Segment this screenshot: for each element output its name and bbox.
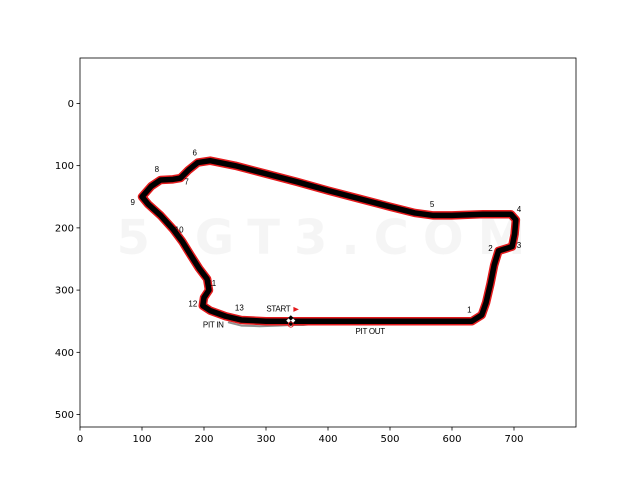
corner-label-2: 2 [488, 244, 493, 253]
start-flag-icon [293, 306, 299, 312]
corner-label-13: 13 [235, 303, 244, 312]
plot-area: 5 GT3.COM12345678910111213STARTPIT INPIT… [130, 148, 522, 336]
x-tick-label: 500 [380, 434, 399, 445]
x-tick-label: 400 [318, 434, 337, 445]
y-tick-label: 100 [55, 161, 74, 172]
pit-in-label: PIT IN [203, 321, 224, 330]
x-tick-label: 0 [77, 434, 83, 445]
corner-label-7: 7 [184, 178, 189, 187]
axis-ticks: 0 100 200 300 400 500 600 700 0 100 200 300 400 500 [55, 99, 524, 445]
x-tick-label: 200 [194, 434, 213, 445]
plot-inner: 5 GT3.COM12345678910111213STARTPIT INPIT… [130, 148, 522, 336]
x-tick-label: 300 [256, 434, 275, 445]
corner-label-5: 5 [430, 200, 435, 209]
x-tick-label: 600 [442, 434, 461, 445]
pit-out-label: PIT OUT [356, 327, 386, 336]
corner-label-3: 3 [517, 241, 522, 250]
corner-label-1: 1 [467, 306, 472, 315]
corner-label-12: 12 [188, 300, 197, 309]
corner-label-11: 11 [208, 279, 217, 288]
corner-label-8: 8 [155, 165, 160, 174]
y-tick-label: 400 [55, 348, 74, 359]
y-tick-label: 300 [55, 286, 74, 297]
corner-label-9: 9 [130, 198, 135, 207]
y-tick-label: 0 [68, 99, 74, 110]
track-line [139, 157, 519, 324]
axes-frame [79, 57, 577, 428]
corner-label-4: 4 [517, 205, 522, 214]
corner-label-6: 6 [192, 148, 197, 157]
y-tick-label: 200 [55, 223, 74, 234]
start-label: START [266, 305, 290, 314]
corner-label-10: 10 [175, 225, 184, 234]
x-tick-label: 100 [132, 434, 151, 445]
start-finish-marker [285, 315, 297, 328]
x-tick-label: 700 [504, 434, 523, 445]
y-tick-label: 500 [55, 410, 74, 421]
